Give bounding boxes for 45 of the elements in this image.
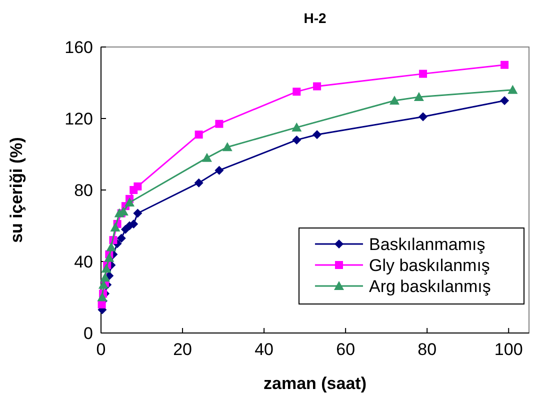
point [508, 84, 518, 94]
y-tick-label: 40 [74, 252, 93, 272]
legend-label: Gly baskılanmış [369, 256, 490, 275]
legend-label: Baskılanmamış [369, 235, 486, 254]
x-tick-label: 40 [254, 340, 274, 359]
x-axis-title: zaman (saat) [264, 374, 366, 393]
point [419, 70, 428, 78]
point [194, 178, 204, 188]
x-tick-label: 60 [336, 340, 356, 359]
point [312, 130, 322, 140]
y-tick-label: 120 [64, 110, 93, 128]
y-axis-title: su içeriği (%) [7, 137, 26, 243]
point [313, 82, 322, 90]
x-tick-label: 20 [173, 340, 192, 359]
point [133, 208, 142, 218]
point [414, 92, 424, 102]
y-tick-label: 0 [84, 324, 93, 343]
point [292, 122, 302, 132]
point [101, 264, 112, 273]
y-tick-label: 160 [64, 38, 93, 57]
chart-title: H-2 [304, 10, 326, 26]
point [202, 152, 212, 162]
legend-label: Arg baskılanmış [369, 277, 491, 296]
point [194, 130, 203, 139]
y-tick-label: 80 [74, 181, 93, 200]
point [222, 142, 232, 152]
point [100, 272, 110, 282]
point [124, 198, 135, 207]
point [134, 182, 142, 190]
point [389, 96, 400, 105]
point [116, 234, 126, 243]
x-tick-label: 100 [494, 340, 523, 359]
point [418, 112, 428, 122]
point [214, 166, 224, 175]
point [97, 292, 108, 302]
point [292, 135, 302, 144]
x-tick-label: 80 [418, 340, 437, 359]
point [104, 252, 114, 262]
point [500, 60, 509, 69]
x-tick-label: 0 [96, 340, 106, 359]
point [106, 242, 116, 252]
point [110, 222, 120, 232]
point [215, 120, 224, 128]
point [292, 88, 301, 96]
point [500, 96, 510, 106]
